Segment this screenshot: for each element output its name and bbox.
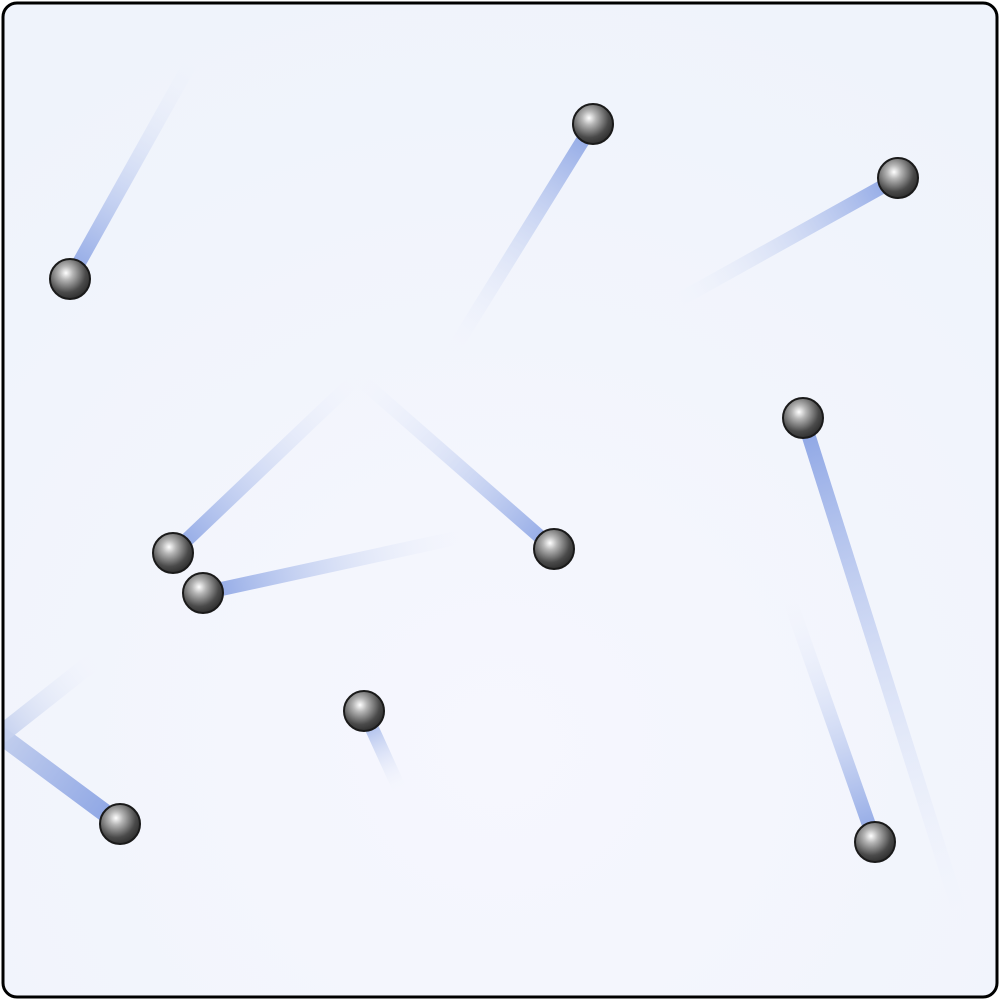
trail — [201, 528, 472, 600]
ball — [533, 528, 575, 570]
trail — [796, 415, 972, 933]
ball — [99, 803, 141, 845]
ball — [343, 690, 385, 732]
trail — [781, 592, 882, 845]
trail — [444, 120, 599, 359]
trail — [666, 171, 902, 312]
ball — [877, 157, 919, 199]
ball — [782, 397, 824, 439]
trail — [3, 727, 126, 832]
trail — [63, 51, 202, 283]
balls — [49, 103, 919, 863]
trail — [3, 652, 101, 743]
ball — [49, 258, 91, 300]
trails — [3, 51, 972, 933]
trail — [350, 369, 559, 555]
ball — [854, 821, 896, 863]
trail — [168, 369, 365, 559]
ball — [182, 572, 224, 614]
ball — [572, 103, 614, 145]
ball — [152, 532, 194, 574]
